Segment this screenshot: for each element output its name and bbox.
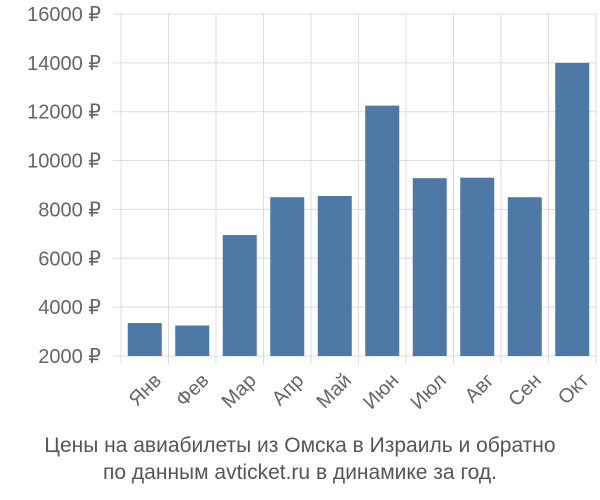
chart-caption-line-1: Цены на авиабилеты из Омска в Израиль и …: [44, 434, 556, 457]
x-tick-label: Янв: [125, 370, 166, 411]
bar-6: [365, 105, 400, 356]
bar-7: [412, 178, 447, 356]
x-tick-label: Апр: [268, 370, 309, 411]
y-tick-label: 12000 ₽: [27, 102, 101, 124]
x-tick-label: Июл: [407, 370, 451, 414]
bars: [127, 62, 590, 356]
chart-caption-line-2: по данным avticket.ru в динамике за год.: [103, 461, 497, 484]
y-tick-label: 4000 ₽: [38, 297, 101, 319]
x-tick-label: Сен: [504, 370, 545, 411]
x-axis-tick-labels: Янв Фев Мар Апр Май Июн Июл Авг Сен Окт: [125, 370, 594, 414]
y-tick-label: 16000 ₽: [27, 4, 101, 26]
bar-10: [555, 62, 590, 356]
x-tick-label: Мар: [218, 370, 261, 413]
x-tick-label: Июн: [359, 370, 403, 414]
bar-2: [175, 325, 210, 356]
y-tick-label: 2000 ₽: [38, 346, 101, 368]
y-tick-label: 6000 ₽: [38, 248, 101, 270]
bar-4: [270, 197, 305, 356]
x-tick-label: Авг: [461, 370, 499, 408]
bar-3: [222, 235, 257, 356]
y-tick-label: 8000 ₽: [38, 199, 101, 221]
x-tick-label: Фев: [172, 370, 214, 412]
y-tick-label: 10000 ₽: [27, 151, 101, 173]
bar-5: [317, 195, 352, 356]
bar-1: [127, 323, 162, 356]
x-tick-label: Окт: [554, 370, 593, 409]
y-tick-label: 14000 ₽: [27, 53, 101, 75]
bar-8: [460, 177, 495, 356]
bar-9: [507, 197, 542, 356]
grid-lines: [113, 13, 597, 364]
y-axis-tick-labels: 16000 ₽ 14000 ₽ 12000 ₽ 10000 ₽ 8000 ₽ 6000 ₽…: [27, 4, 101, 368]
x-tick-label: Май: [313, 370, 356, 413]
